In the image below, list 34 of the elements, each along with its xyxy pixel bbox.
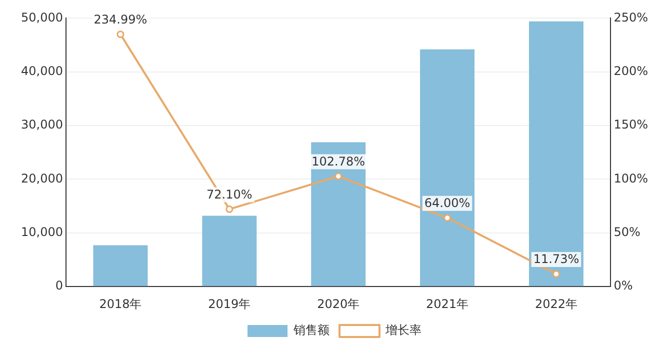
y2-tick-label: 50% bbox=[614, 225, 640, 240]
point bbox=[226, 205, 234, 213]
y-tick-label: 50,000 bbox=[20, 10, 63, 24]
x-tick-label: 2018年 bbox=[99, 296, 142, 311]
legend-label: 销售额 bbox=[292, 323, 330, 338]
y2-tick-label: 100% bbox=[614, 171, 648, 186]
y2-tick-label: 0% bbox=[614, 278, 633, 293]
y-tick-label: 20,000 bbox=[20, 171, 63, 186]
x-tick-label: 2019年 bbox=[208, 296, 251, 311]
bar bbox=[202, 216, 257, 286]
y-tick-label: 0 bbox=[55, 278, 63, 293]
y2-tick-label: 200% bbox=[614, 64, 648, 78]
data-label: 102.78% bbox=[312, 154, 366, 168]
point bbox=[444, 214, 452, 222]
x-tick-label: 2020年 bbox=[317, 296, 360, 311]
point bbox=[334, 172, 342, 180]
x-tick-label: 2021年 bbox=[426, 296, 469, 311]
legend-label: 增长率 bbox=[384, 323, 422, 338]
data-label: 234.99% bbox=[94, 12, 148, 26]
y-tick-label: 10,000 bbox=[20, 225, 63, 240]
data-label: 72.10% bbox=[206, 187, 252, 202]
y2-tick-label: 150% bbox=[614, 118, 648, 132]
x-tick-label: 2022年 bbox=[534, 296, 578, 311]
bar bbox=[93, 245, 148, 286]
bar bbox=[420, 49, 475, 286]
data-label: 11.73% bbox=[533, 252, 580, 266]
y-tick-label: 30,000 bbox=[20, 118, 63, 132]
point bbox=[552, 270, 560, 278]
bar bbox=[311, 142, 366, 286]
bar bbox=[528, 21, 584, 286]
y2-tick-label: 250% bbox=[614, 10, 648, 24]
data-label: 64.00% bbox=[424, 196, 470, 210]
y-tick-label: 40,000 bbox=[20, 64, 63, 78]
point bbox=[116, 30, 124, 38]
